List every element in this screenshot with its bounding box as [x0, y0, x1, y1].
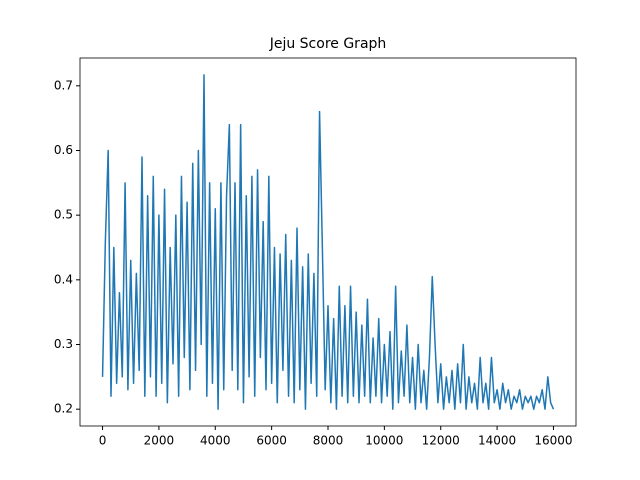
x-tick-label: 16000 — [534, 434, 572, 448]
x-tick-label: 12000 — [422, 434, 460, 448]
y-tick-label: 0.7 — [54, 78, 73, 92]
x-tick-label: 2000 — [144, 434, 175, 448]
x-tick-label: 10000 — [365, 434, 403, 448]
x-tick-label: 6000 — [256, 434, 287, 448]
plot-frame — [79, 57, 577, 427]
y-tick-label: 0.6 — [54, 143, 73, 157]
y-tick-label: 0.5 — [54, 208, 73, 222]
x-tick-label: 8000 — [313, 434, 344, 448]
y-tick-label: 0.3 — [54, 337, 73, 351]
x-tick-label: 14000 — [478, 434, 516, 448]
x-tick-label: 0 — [99, 434, 107, 448]
y-tick-label: 0.2 — [54, 402, 73, 416]
chart-title: Jeju Score Graph — [269, 36, 387, 52]
x-tick-label: 4000 — [200, 434, 231, 448]
data-line — [101, 74, 555, 410]
y-tick-label: 0.4 — [54, 272, 73, 286]
